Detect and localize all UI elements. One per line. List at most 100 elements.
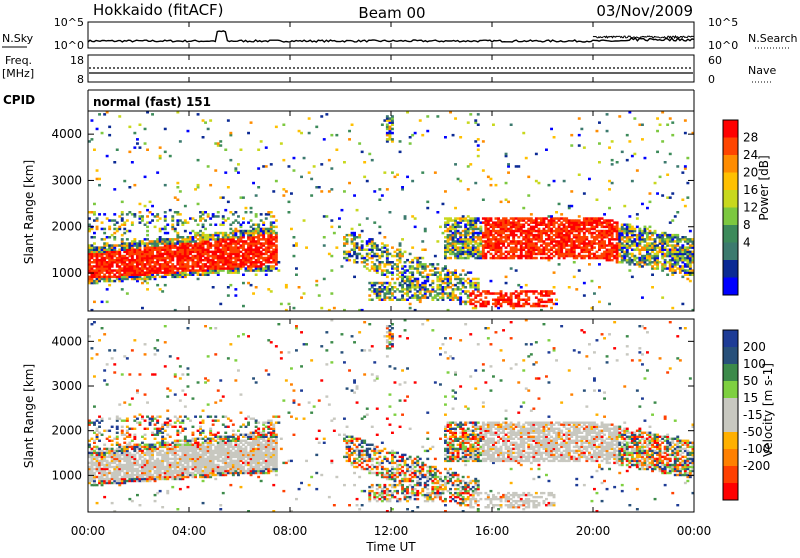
heatmap-cell <box>214 238 217 241</box>
heatmap-cell <box>474 140 477 143</box>
heatmap-cell <box>93 232 96 235</box>
heatmap-cell <box>126 213 129 216</box>
heatmap-cell <box>633 228 636 231</box>
heatmap-cell <box>159 228 162 231</box>
date-title: 03/Nov/2009 <box>596 2 693 20</box>
heatmap-cell <box>373 288 376 291</box>
heatmap-cell <box>159 416 162 418</box>
heatmap-cell <box>525 284 528 287</box>
heatmap-cell <box>684 257 687 260</box>
heatmap-cell <box>159 217 162 220</box>
heatmap-cell <box>348 130 351 133</box>
heatmap-cell <box>522 303 525 306</box>
heatmap-cell <box>209 217 212 220</box>
heatmap-cell <box>181 221 184 224</box>
heatmap-cell <box>601 230 604 233</box>
heatmap-cell <box>500 219 503 222</box>
heatmap-cell <box>467 215 470 218</box>
heatmap-cell <box>532 234 535 237</box>
heatmap-cell <box>96 434 99 436</box>
heatmap-cell <box>247 282 250 285</box>
heatmap-cell <box>118 265 121 268</box>
heatmap-cell <box>128 186 131 189</box>
heatmap-cell <box>113 219 116 222</box>
heatmap-cell <box>93 280 96 283</box>
heatmap-cell <box>202 224 205 227</box>
heatmap-cell <box>209 234 212 237</box>
heatmap-cell <box>141 464 144 466</box>
heatmap-cell <box>116 442 119 444</box>
heatmap-cell <box>641 138 644 141</box>
heatmap-cell <box>330 134 333 137</box>
heatmap-cell <box>131 440 134 442</box>
heatmap-cell <box>555 303 558 306</box>
heatmap-cell <box>611 242 614 245</box>
heatmap-cell <box>479 299 482 302</box>
heatmap-cell <box>464 257 467 260</box>
heatmap-cell <box>154 494 157 496</box>
heatmap-cell <box>245 211 248 214</box>
heatmap-cell <box>399 249 402 252</box>
heatmap-cell <box>656 117 659 120</box>
heatmap-cell <box>204 211 207 214</box>
heatmap-cell <box>267 255 270 257</box>
colorbar-segment <box>723 225 738 243</box>
heatmap-cell <box>431 286 434 289</box>
heatmap-cell <box>356 253 359 256</box>
heatmap-cell <box>121 446 124 448</box>
noise-left-tick-top: 10^5 <box>54 16 84 29</box>
heatmap-cell <box>633 117 636 120</box>
heatmap-cell <box>495 184 498 187</box>
heatmap-cell <box>495 230 498 233</box>
heatmap-cell <box>189 236 192 239</box>
heatmap-cell <box>462 215 465 218</box>
heatmap-cell <box>674 215 677 218</box>
heatmap-cell <box>171 215 174 218</box>
colorbar-tick-label: 24 <box>743 148 758 162</box>
heatmap-cell <box>323 278 326 281</box>
heatmap-cell <box>144 176 147 179</box>
heatmap-cell <box>139 414 142 416</box>
heatmap-cell <box>591 253 594 256</box>
heatmap-cell <box>98 416 101 418</box>
heatmap-cell <box>118 226 121 229</box>
heatmap-cell <box>126 357 129 359</box>
heatmap-cell <box>661 194 664 197</box>
heatmap-cell <box>404 292 407 295</box>
nave-tick-60: 60 <box>708 54 722 67</box>
heatmap-cell <box>192 217 195 220</box>
heatmap-cell <box>641 296 644 299</box>
heatmap-cell <box>578 215 581 218</box>
heatmap-cell <box>113 269 116 272</box>
heatmap-cell <box>121 201 124 204</box>
heatmap-cell <box>381 246 384 249</box>
heatmap-cell <box>626 224 629 227</box>
heatmap-cell <box>482 169 485 172</box>
heatmap-cell <box>111 502 114 504</box>
heatmap-cell <box>464 301 467 304</box>
heatmap-cell <box>270 261 273 264</box>
heatmap-cell <box>659 234 662 237</box>
heatmap-cell <box>399 271 402 274</box>
heatmap-cell <box>409 253 412 256</box>
heatmap-cell <box>636 169 639 172</box>
heatmap-cell <box>93 246 96 249</box>
heatmap-cell <box>449 242 452 245</box>
heatmap-cell <box>209 184 212 187</box>
heatmap-cell <box>414 132 417 135</box>
heatmap-cell <box>154 428 157 430</box>
heatmap-cell <box>108 219 111 222</box>
heatmap-cell <box>411 280 414 283</box>
heatmap-cell <box>229 211 232 214</box>
heatmap-cell <box>578 269 581 272</box>
heatmap-cell <box>113 236 116 239</box>
heatmap-cell <box>530 226 533 229</box>
heatmap-cell <box>467 228 470 231</box>
station-title: Hokkaido (fitACF) <box>93 1 224 19</box>
heatmap-cell <box>669 234 672 237</box>
heatmap-cell <box>467 188 470 191</box>
heatmap-cell <box>169 444 172 446</box>
heatmap-cell <box>588 263 591 266</box>
heatmap-cell <box>123 401 126 403</box>
heatmap-cell <box>429 263 432 266</box>
